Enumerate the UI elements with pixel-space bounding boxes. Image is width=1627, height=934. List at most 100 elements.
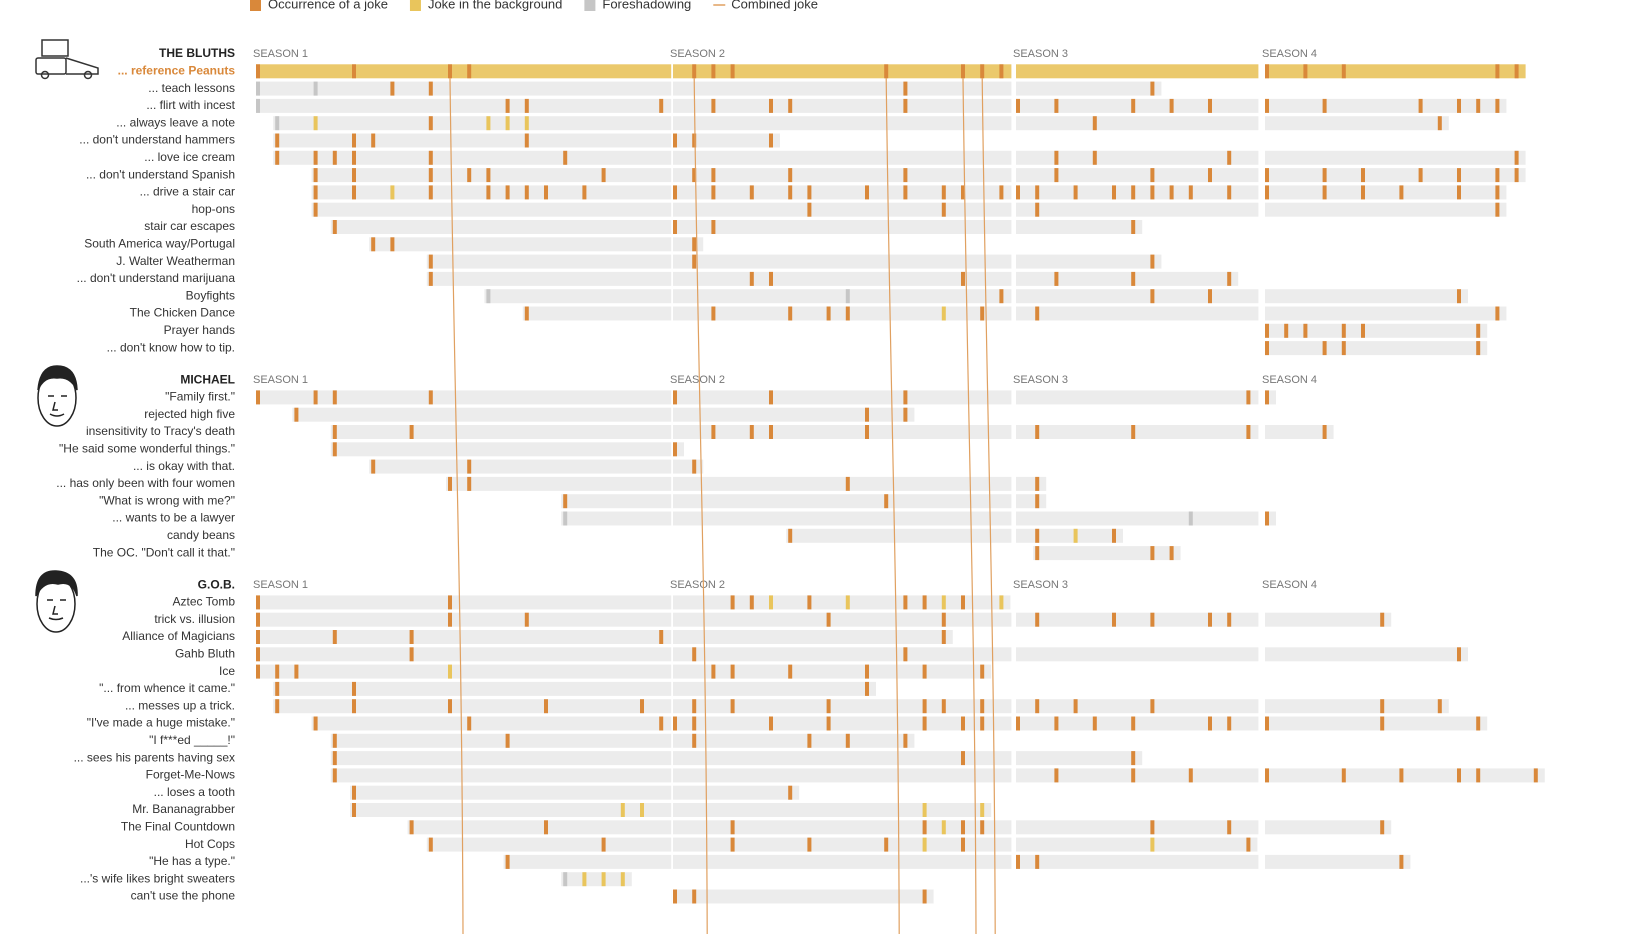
background-mark (390, 185, 395, 200)
legend-swatch (409, 0, 421, 11)
joke-mark (1265, 323, 1269, 338)
joke-mark (1112, 528, 1116, 543)
joke-mark (640, 699, 644, 714)
joke-mark (563, 150, 568, 165)
joke-mark (1054, 168, 1059, 183)
joke-mark (1150, 699, 1155, 714)
joke-mark (826, 716, 831, 731)
joke-mark (1131, 98, 1136, 113)
joke-mark (807, 595, 812, 610)
row-label: ... don't know how to tip. (107, 340, 235, 354)
joke-mark (961, 837, 965, 852)
background-mark (486, 116, 491, 131)
joke-mark (865, 425, 869, 439)
row-track (673, 494, 1012, 509)
foreshadow-mark (563, 872, 568, 887)
row-track (673, 785, 800, 800)
row-label: The OC. "Don't call it that." (93, 545, 235, 559)
joke-mark (428, 81, 433, 96)
joke-mark (1035, 546, 1040, 561)
joke-mark (256, 390, 260, 405)
joke-mark (1150, 185, 1155, 200)
joke-mark (332, 751, 337, 766)
row-label: ... loses a tooth (154, 785, 235, 799)
joke-mark (352, 168, 356, 183)
season-label: SEASON 1 (253, 374, 308, 386)
row-label: J. Walter Weatherman (116, 254, 235, 268)
joke-mark (1437, 699, 1442, 714)
row-track (673, 390, 1012, 405)
joke-mark (294, 664, 299, 679)
row-label: ... flirt with incest (146, 98, 235, 112)
foreshadow-mark (256, 98, 260, 113)
joke-mark (980, 820, 985, 835)
row-track (1265, 150, 1526, 165)
joke-mark (505, 733, 510, 748)
row-track (1016, 150, 1259, 165)
joke-mark (448, 476, 452, 491)
joke-mark (486, 168, 491, 183)
row-track (673, 803, 992, 817)
row-track (673, 854, 1012, 869)
joke-mark (1188, 768, 1193, 783)
joke-mark (1361, 168, 1365, 183)
joke-mark (692, 716, 697, 731)
background-mark (922, 803, 927, 817)
joke-mark (769, 716, 773, 731)
row-track (673, 511, 1012, 526)
row-track (673, 64, 1012, 79)
joke-mark (961, 751, 965, 766)
row-track (1016, 220, 1143, 234)
joke-mark (1227, 185, 1232, 200)
joke-mark (313, 202, 318, 217)
joke-mark (692, 889, 697, 904)
row-track (311, 716, 672, 731)
joke-mark (659, 716, 664, 731)
joke-mark (1495, 185, 1500, 200)
row-track (673, 289, 1012, 304)
joke-mark (1341, 341, 1346, 356)
joke-mark (1514, 150, 1519, 165)
row-track (273, 133, 672, 148)
row-track (561, 511, 672, 526)
joke-mark (332, 220, 337, 234)
joke-mark (1322, 98, 1327, 113)
joke-mark (448, 64, 452, 79)
joke-mark (1476, 768, 1481, 783)
row-label: trick vs. illusion (154, 612, 235, 626)
row-track (350, 803, 672, 817)
row-track (1016, 768, 1259, 783)
legend-label: Joke in the background (428, 0, 562, 11)
row-track (673, 442, 684, 457)
combined-joke-line (693, 78, 708, 934)
joke-mark (845, 306, 850, 321)
joke-mark (1437, 116, 1442, 131)
row-track (273, 116, 672, 131)
row-track (1016, 528, 1123, 543)
joke-mark (428, 185, 433, 200)
foreshadow-mark (313, 81, 318, 96)
row-track (350, 785, 672, 800)
season-label: SEASON 1 (253, 579, 308, 591)
joke-mark (1054, 150, 1059, 165)
joke-mark (903, 168, 908, 183)
season-label: SEASON 4 (1262, 48, 1317, 60)
row-track (1016, 64, 1259, 79)
row-track (256, 390, 672, 405)
row-track (330, 425, 672, 439)
legend-swatch (584, 0, 596, 11)
joke-mark (467, 168, 472, 183)
joke-mark (505, 185, 510, 200)
joke-mark (807, 185, 812, 200)
row-track (1265, 425, 1334, 439)
joke-mark (1208, 98, 1212, 113)
season-label: SEASON 4 (1262, 579, 1317, 591)
joke-mark (256, 664, 260, 679)
joke-mark (826, 699, 831, 714)
row-label: "I f***ed _____!" (149, 733, 235, 747)
row-track (1265, 390, 1276, 405)
joke-mark (999, 185, 1004, 200)
joke-mark (788, 185, 793, 200)
joke-mark (922, 889, 927, 904)
background-mark (640, 803, 644, 817)
